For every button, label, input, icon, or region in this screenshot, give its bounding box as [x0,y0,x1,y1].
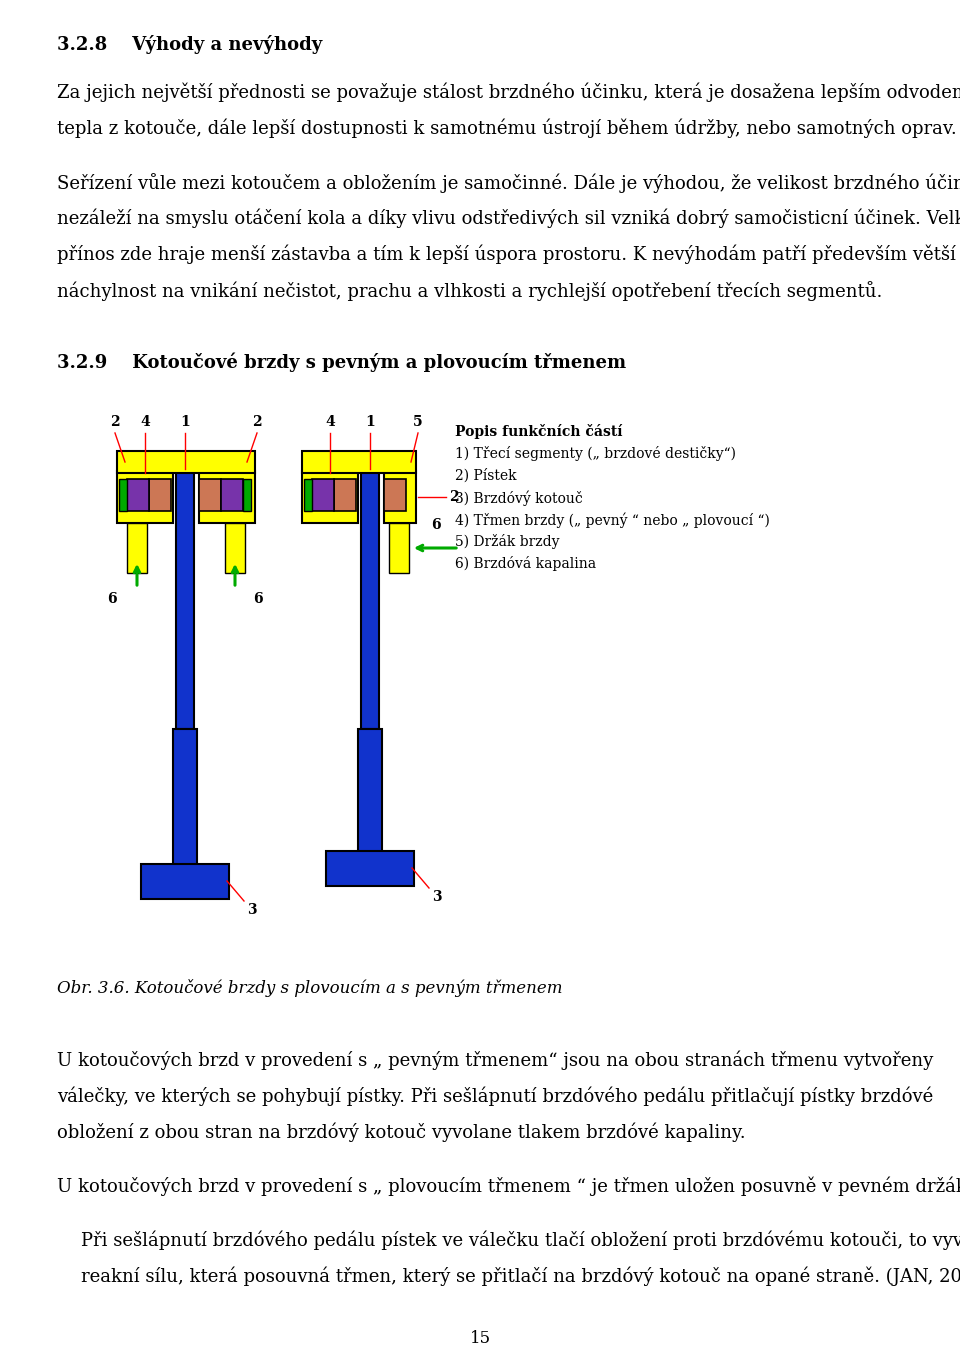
Bar [302,452,416,473]
Bar [225,524,245,573]
Text: 1: 1 [365,415,374,428]
Bar [312,479,334,511]
Bar [304,479,312,511]
Bar [127,479,149,511]
Bar [389,524,409,573]
Bar [384,471,416,524]
Text: 3) Brzdóvý kotouč: 3) Brzdóvý kotouč [455,490,583,506]
Bar [243,479,251,511]
Text: náchylnost na vnikání nečistot, prachu a vlhkosti a rychlejší opotřebení třecích: náchylnost na vnikání nečistot, prachu a… [57,282,882,301]
Bar [334,479,356,511]
Bar [127,524,147,573]
Text: 5) Držák brzdy: 5) Držák brzdy [455,534,560,549]
Bar [221,479,243,511]
Text: 2: 2 [110,415,120,428]
Text: 1: 1 [180,415,190,428]
Text: 2: 2 [252,415,262,428]
Bar [199,471,255,524]
Text: Popis funkčních částí: Popis funkčních částí [455,424,622,439]
Bar [117,471,173,524]
Text: 15: 15 [469,1330,491,1346]
Bar [358,729,382,860]
Text: 6: 6 [431,518,441,532]
Bar [149,479,171,511]
Text: 6: 6 [253,592,263,607]
Text: 4: 4 [325,415,335,428]
Text: 4) Třmen brzdy („ pevný “ nebo „ plovoucí “): 4) Třmen brzdy („ pevný “ nebo „ plovouc… [455,511,770,528]
Text: 3: 3 [432,889,442,904]
Text: obložení z obou stran na brzdóvý kotouč vyvolane tlakem brzdóvé kapaliny.: obložení z obou stran na brzdóvý kotouč … [57,1123,746,1142]
Bar [173,729,197,874]
Text: nezáleží na smyslu otáčení kola a díky vlivu odstředivých sil vzniká dobrý samoč: nezáleží na smyslu otáčení kola a díky v… [57,209,960,228]
Text: 2) Pístek: 2) Pístek [455,468,516,483]
Text: 6: 6 [108,592,117,607]
Text: 5: 5 [413,415,422,428]
Text: reakní sílu, která posouvná třmen, který se přitlačí na brzdóvý kotouč na opané : reakní sílu, která posouvná třmen, který… [81,1268,960,1287]
Bar [119,479,127,511]
Bar [361,469,379,729]
Bar [302,471,358,524]
Text: Obr. 3.6. Kotoučové brzdy s plovoucím a s pevným třmenem: Obr. 3.6. Kotoučové brzdy s plovoucím a … [57,979,563,997]
Text: 3.2.9    Kotoučové brzdy s pevným a plovoucím třmenem: 3.2.9 Kotoučové brzdy s pevným a plovouc… [57,354,626,373]
Text: Za jejich největší přednosti se považuje stálost brzdného účinku, která je dosaž: Za jejich největší přednosti se považuje… [57,83,960,102]
Text: 6) Brzdóvá kapalina: 6) Brzdóvá kapalina [455,556,596,571]
Text: válečky, ve kterých se pohybují pístky. Při sešlápnutí brzdóvého pedálu přitlaču: válečky, ve kterých se pohybují pístky. … [57,1087,933,1107]
Text: Při sešlápnutí brzdóvého pedálu pístek ve válečku tlačí obložení proti brzdóvému: Při sešlápnutí brzdóvého pedálu pístek v… [81,1231,960,1250]
Bar [326,851,414,885]
Bar [117,452,255,473]
Text: 4: 4 [140,415,150,428]
Bar [199,479,221,511]
Text: U kotoučových brzd v provedení s „ plovoucím třmenem “ je třmen uložen posuvně v: U kotoučových brzd v provedení s „ plovo… [57,1176,960,1197]
Bar [176,469,194,729]
Text: 3: 3 [247,903,256,917]
Bar [384,479,406,511]
Text: Seřízení vůle mezi kotoučem a obložením je samočinné. Dále je výhodou, že veliko: Seřízení vůle mezi kotoučem a obložením … [57,173,960,193]
Text: přínos zde hraje menší zástavba a tím k lepší úspora prostoru. K nevýhodám patří: přínos zde hraje menší zástavba a tím k … [57,245,956,264]
Text: U kotoučových brzd v provedení s „ pevným třmenem“ jsou na obou stranách třmenu : U kotoučových brzd v provedení s „ pevný… [57,1051,933,1070]
Text: tepla z kotouče, dále lepší dostupnosti k samotnému ústrojí během údržby, nebo s: tepla z kotouče, dále lepší dostupnosti … [57,120,957,139]
Text: 3.2.8    Výhody a nevýhody: 3.2.8 Výhody a nevýhody [57,35,323,54]
Bar [141,864,229,899]
Text: 1) Třecí segmenty („ brzdové destičky“): 1) Třecí segmenty („ brzdové destičky“) [455,446,736,461]
Text: 2: 2 [449,490,459,505]
